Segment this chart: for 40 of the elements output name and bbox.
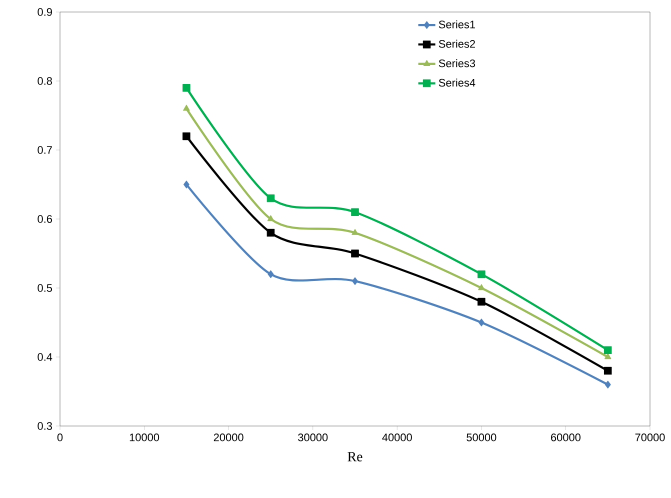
point — [351, 208, 359, 216]
point — [183, 104, 190, 111]
legend-label: Series1 — [438, 20, 476, 28]
point — [604, 380, 611, 388]
point — [351, 250, 359, 258]
point — [478, 284, 485, 290]
point — [268, 270, 274, 278]
point — [182, 84, 190, 92]
x-axis-title: Re — [348, 452, 362, 462]
point — [267, 215, 274, 222]
point — [604, 353, 612, 360]
y-tick-label: 0.8 — [38, 77, 52, 85]
point — [182, 132, 190, 140]
point — [478, 270, 486, 278]
x-tick-label: 0 — [57, 434, 63, 442]
x-tick-label: 60000 — [551, 434, 581, 442]
point — [266, 194, 275, 202]
point — [478, 318, 484, 326]
x-tick-label: 50000 — [466, 434, 496, 442]
y-tick-label: 0.6 — [38, 215, 52, 223]
legend-label: Series2 — [438, 40, 475, 48]
point — [352, 228, 358, 235]
point — [183, 180, 190, 188]
y-tick-label: 0.4 — [38, 353, 52, 361]
point — [478, 298, 486, 306]
y-tick-label: 0.3 — [38, 422, 52, 430]
x-tick-label: 30000 — [298, 434, 328, 442]
point — [604, 346, 612, 354]
legend-label: Series4 — [438, 78, 476, 87]
point — [604, 366, 612, 375]
x-tick-label: 40000 — [382, 434, 412, 442]
point — [266, 228, 275, 237]
legend-label: Series3 — [438, 59, 476, 68]
y-tick-label: 0.9 — [38, 8, 52, 16]
x-tick-label: 20000 — [214, 434, 244, 442]
y-tick-label: 0.7 — [38, 146, 52, 154]
y-tick-label: 0.5 — [38, 284, 52, 292]
x-tick-label: 10000 — [130, 434, 160, 442]
point — [352, 277, 358, 285]
x-tick-label: 70000 — [635, 434, 665, 442]
